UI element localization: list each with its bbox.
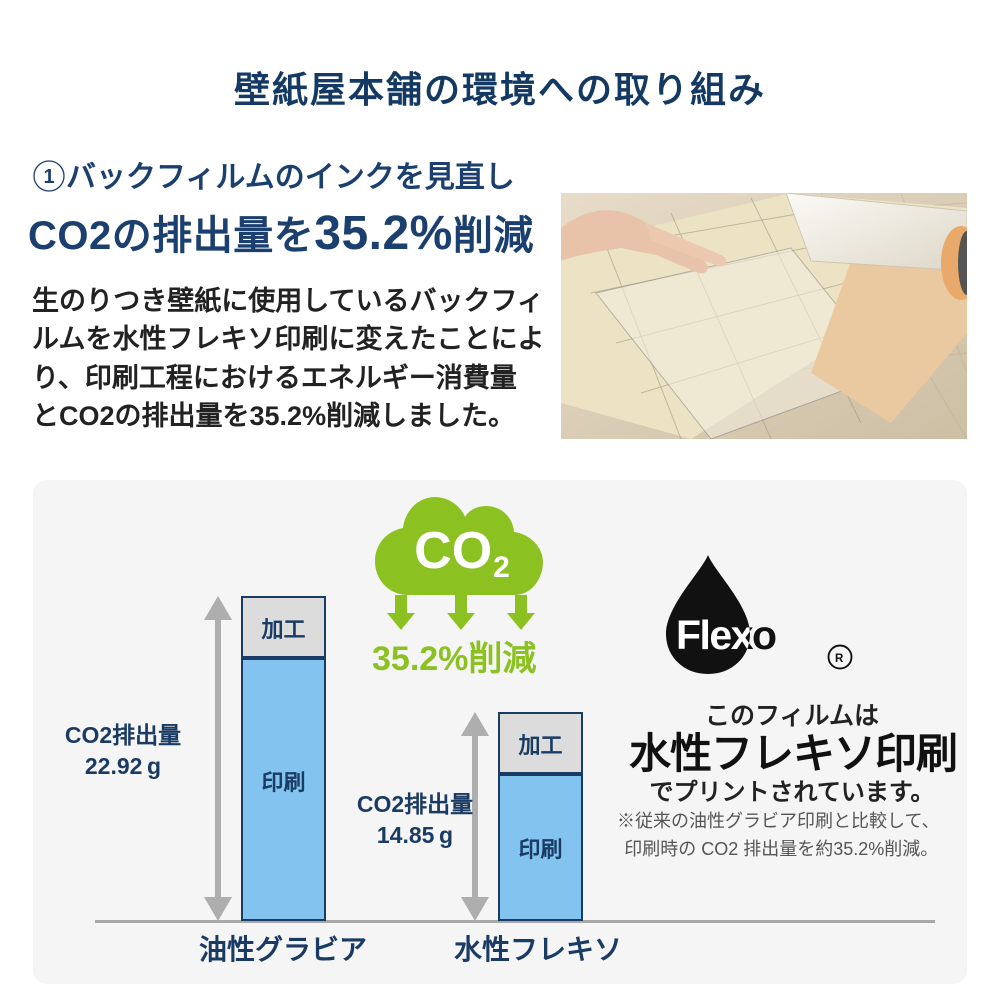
svg-text:R: R xyxy=(835,653,844,665)
svg-text:1: 1 xyxy=(43,166,54,188)
